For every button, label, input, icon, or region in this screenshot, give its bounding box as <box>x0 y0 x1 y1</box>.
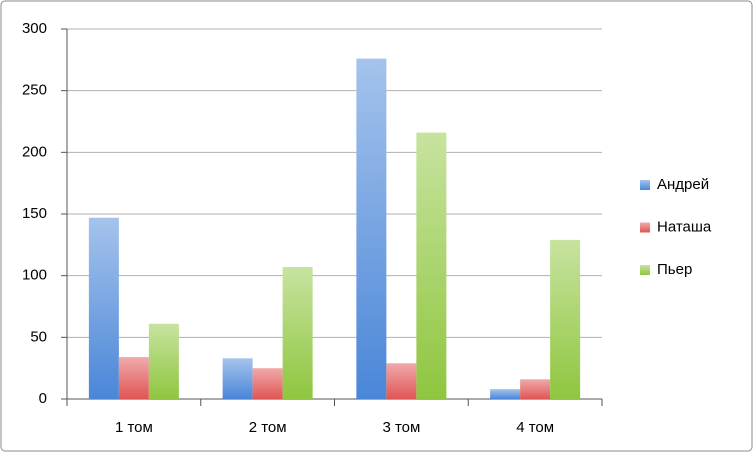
x-tick-label: 3 том <box>382 419 420 436</box>
bar <box>282 267 313 399</box>
x-tick-label: 1 том <box>115 419 153 436</box>
x-tick-label: 2 том <box>249 419 287 436</box>
bar <box>520 379 551 399</box>
y-tick-label: 50 <box>30 328 47 345</box>
y-tick-label: 0 <box>39 390 47 407</box>
bar <box>416 132 447 399</box>
bar <box>386 363 417 399</box>
bar <box>118 357 149 399</box>
legend-label: Андрей <box>657 176 709 193</box>
y-tick-label: 100 <box>22 267 47 284</box>
legend-label: Пьер <box>657 261 692 278</box>
y-tick-label: 250 <box>22 82 47 99</box>
bar <box>356 58 387 399</box>
bar <box>222 358 253 399</box>
y-tick-label: 300 <box>22 20 47 37</box>
bar <box>252 368 283 399</box>
bar <box>88 217 119 399</box>
legend-swatch <box>640 180 650 190</box>
legend-swatch <box>640 222 650 233</box>
y-tick-label: 200 <box>22 143 47 160</box>
x-tick-label: 4 том <box>516 419 554 436</box>
bar <box>148 323 179 399</box>
bar <box>490 389 521 399</box>
bar <box>550 239 581 399</box>
y-tick-label: 150 <box>22 205 47 222</box>
legend-label: Наташа <box>657 218 712 235</box>
legend-swatch <box>640 265 650 275</box>
